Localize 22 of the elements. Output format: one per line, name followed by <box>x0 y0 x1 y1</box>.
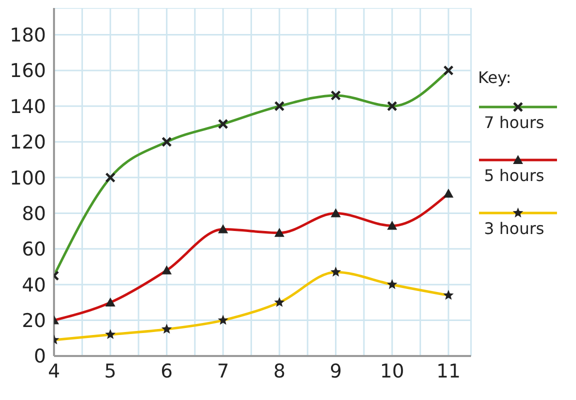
legend-title: Key: <box>478 68 512 87</box>
y-tick-label: 40 <box>22 274 46 296</box>
x-tick-label: 7 <box>217 360 230 382</box>
x-tick-label: 9 <box>330 360 342 382</box>
y-tick-label: 60 <box>22 238 46 261</box>
x-tick-label: 11 <box>436 360 461 382</box>
x-tick-label: 5 <box>104 360 116 382</box>
x-tick-label: 4 <box>48 360 60 382</box>
y-tick-label: 100 <box>10 167 46 190</box>
x-tick-label: 6 <box>160 360 173 382</box>
legend-label: 5 hours <box>483 166 546 185</box>
y-tick-label: 140 <box>10 96 46 118</box>
y-tick-label: 180 <box>10 24 46 47</box>
legend-label: 3 hours <box>483 219 546 238</box>
y-tick-label: 160 <box>10 60 46 82</box>
y-tick-label: 0 <box>34 346 46 368</box>
y-tick-label: 120 <box>10 132 46 154</box>
legend-label: 7 hours <box>483 113 546 132</box>
y-tick-label: 80 <box>22 202 46 225</box>
y-tick-label: 20 <box>22 310 46 332</box>
x-tick-label: 10 <box>380 360 404 382</box>
x-tick-label: 8 <box>273 360 286 382</box>
